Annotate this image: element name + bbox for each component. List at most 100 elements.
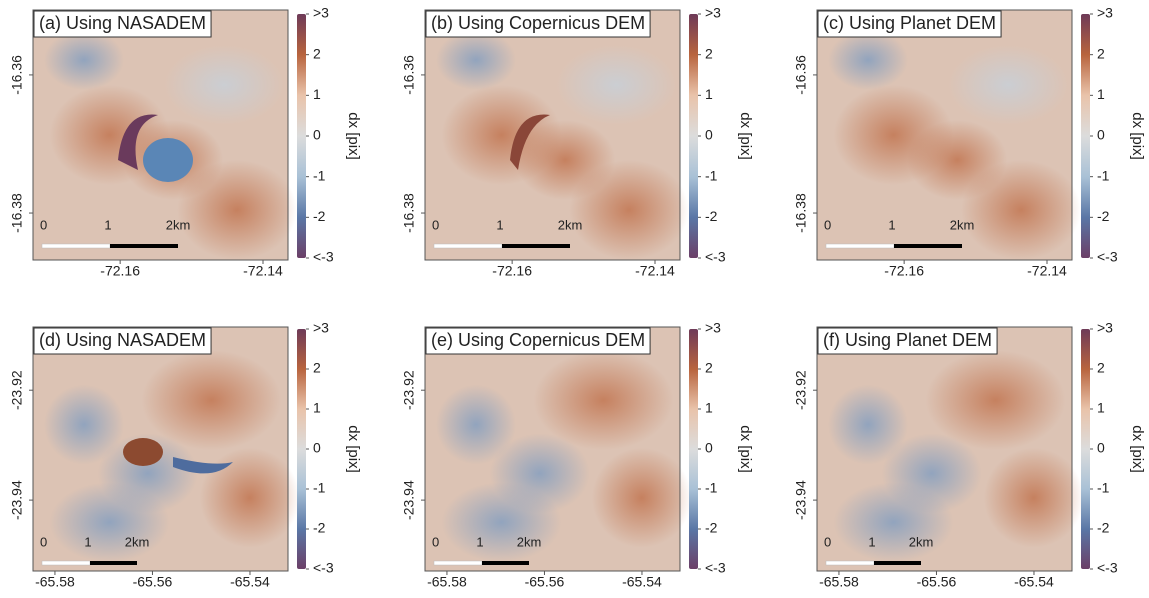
map-panel <box>816 9 1081 261</box>
colorbar <box>297 329 306 569</box>
title-box <box>425 10 651 38</box>
scalebar-label: 0 <box>432 534 439 549</box>
map-feature <box>143 138 193 182</box>
map-panel <box>32 326 300 572</box>
panel-title: (c) Using Planet DEM <box>823 13 996 33</box>
map-texture <box>881 433 982 514</box>
colorbar-tick-label: -2 <box>313 208 326 224</box>
scalebar-label: 2km <box>125 534 150 549</box>
colorbar-tick-label: 2 <box>313 45 321 61</box>
colorbar-tick-label: -2 <box>313 520 326 536</box>
map-frame <box>816 9 1073 261</box>
colorbar <box>689 14 698 258</box>
x-tick-label: -65.58 <box>427 574 467 590</box>
scalebar-label: 2km <box>558 217 583 232</box>
scalebar-label: 0 <box>40 534 47 549</box>
colorbar-tick-label: 1 <box>705 400 713 416</box>
title-box <box>817 10 1002 38</box>
map-texture <box>489 433 590 514</box>
colorbar-label: dx [pix] <box>345 425 362 473</box>
map-texture <box>961 160 1081 260</box>
colorbar-tick-label: <-3 <box>1097 560 1118 576</box>
map-feature <box>173 457 233 474</box>
map-texture <box>569 160 689 260</box>
colorbar-tick-label: >3 <box>313 320 329 336</box>
map-texture <box>436 30 516 90</box>
panel-title: (b) Using Copernicus DEM <box>431 13 645 33</box>
x-tick-label: -65.54 <box>1014 574 1054 590</box>
scalebar-label: 2km <box>517 534 542 549</box>
colorbar-label: dx [pix] <box>1129 112 1146 160</box>
scalebar-label: 1 <box>84 534 91 549</box>
x-tick-label: -72.16 <box>492 263 532 279</box>
colorbar-tick-label: -1 <box>1097 480 1110 496</box>
scalebar-white <box>433 560 483 566</box>
x-tick-label: -65.58 <box>819 574 859 590</box>
y-tick-label: -16.38 <box>401 193 417 233</box>
colorbar-tick-label: 1 <box>313 400 321 416</box>
colorbar-tick-label: 0 <box>705 127 713 143</box>
map-texture <box>983 447 1084 548</box>
map-texture <box>556 45 677 125</box>
y-tick-label: -16.36 <box>793 55 809 95</box>
panel-title: (a) Using NASADEM <box>39 13 206 33</box>
colorbar-tick-label: -2 <box>1097 208 1110 224</box>
map-frame <box>424 9 681 261</box>
scalebar-label: 1 <box>104 217 111 232</box>
map-texture <box>533 350 674 451</box>
colorbar-tick-label: >3 <box>705 320 721 336</box>
scalebar-label: 1 <box>868 534 875 549</box>
colorbar-tick-label: -1 <box>313 167 326 183</box>
map-feature <box>123 438 163 466</box>
scalebar-white <box>825 243 895 249</box>
scalebar-label: 2km <box>950 217 975 232</box>
colorbar-tick-label: 1 <box>1097 400 1105 416</box>
y-tick-label: -23.92 <box>793 370 809 410</box>
map-panel <box>816 326 1084 572</box>
x-tick-label: -65.56 <box>525 574 565 590</box>
map-texture <box>177 160 297 260</box>
colorbar-label: dx [pix] <box>737 112 754 160</box>
panel-title: (f) Using Planet DEM <box>823 330 992 350</box>
colorbar <box>297 14 306 258</box>
colorbar-label: dx [pix] <box>345 112 362 160</box>
title-box <box>33 327 212 355</box>
colorbar-tick-label: 2 <box>313 360 321 376</box>
title-box <box>817 327 998 355</box>
scalebar-label: 2km <box>166 217 191 232</box>
colorbar-tick-label: <-3 <box>705 249 726 265</box>
colorbar-tick-label: >3 <box>1097 320 1113 336</box>
x-tick-label: -65.54 <box>622 574 662 590</box>
colorbar-tick-label: <-3 <box>705 560 726 576</box>
scalebar-label: 1 <box>496 217 503 232</box>
scalebar-label: 0 <box>824 534 831 549</box>
x-tick-label: -65.56 <box>133 574 173 590</box>
colorbar-tick-label: >3 <box>705 5 721 21</box>
map-panel <box>32 9 297 261</box>
map-texture <box>948 45 1069 125</box>
map-panel <box>424 9 689 261</box>
x-tick-label: -72.16 <box>884 263 924 279</box>
colorbar-tick-label: -2 <box>705 208 718 224</box>
map-texture <box>199 447 300 548</box>
colorbar-tick-label: 2 <box>705 45 713 61</box>
colorbar-tick-label: -2 <box>705 520 718 536</box>
colorbar-label: dx [pix] <box>737 425 754 473</box>
colorbar <box>689 329 698 569</box>
map-texture <box>141 350 282 451</box>
map-texture <box>44 384 124 465</box>
map-texture <box>44 30 124 90</box>
colorbar-tick-label: 0 <box>1097 127 1105 143</box>
colorbar-tick-label: -2 <box>1097 520 1110 536</box>
y-tick-label: -23.94 <box>401 480 417 520</box>
scalebar-label: 0 <box>432 217 439 232</box>
y-tick-label: -23.92 <box>401 370 417 410</box>
colorbar-tick-label: 1 <box>313 86 321 102</box>
map-panel <box>424 326 692 572</box>
colorbar-label: dx [pix] <box>1129 425 1146 473</box>
colorbar <box>1081 14 1090 258</box>
scalebar-label: 2km <box>909 534 934 549</box>
panel-title: (d) Using NASADEM <box>39 330 206 350</box>
colorbar-tick-label: >3 <box>313 5 329 21</box>
x-tick-label: -72.14 <box>635 263 675 279</box>
